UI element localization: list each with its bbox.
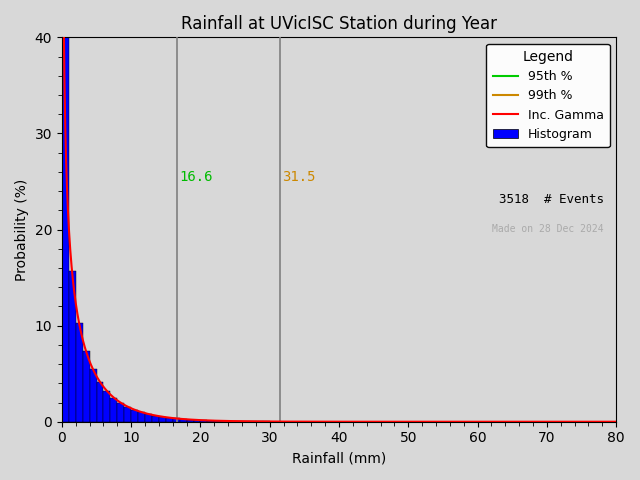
Text: Made on 28 Dec 2024: Made on 28 Dec 2024 — [492, 224, 604, 234]
Text: 31.5: 31.5 — [282, 170, 316, 184]
Bar — [200, 420, 207, 422]
Title: Rainfall at UVicISC Station during Year: Rainfall at UVicISC Station during Year — [181, 15, 497, 33]
Bar — [235, 421, 242, 422]
Bar — [228, 421, 235, 422]
Text: 16.6: 16.6 — [179, 170, 212, 184]
Bar — [111, 397, 117, 422]
Bar — [207, 420, 214, 422]
Inc. Gamma — [596, 419, 604, 425]
Inc. Gamma — [313, 419, 321, 424]
Bar — [193, 420, 200, 422]
Bar — [166, 418, 173, 422]
Text: 3518  # Events: 3518 # Events — [499, 193, 604, 206]
Bar — [159, 417, 166, 422]
Line: Inc. Gamma: Inc. Gamma — [62, 0, 616, 422]
Bar — [124, 407, 131, 422]
Bar — [152, 416, 159, 422]
Legend: 95th %, 99th %, Inc. Gamma, Histogram: 95th %, 99th %, Inc. Gamma, Histogram — [486, 44, 610, 147]
X-axis label: Rainfall (mm): Rainfall (mm) — [292, 451, 386, 465]
Inc. Gamma — [612, 419, 620, 425]
Bar — [145, 414, 152, 422]
Bar — [138, 412, 145, 422]
Inc. Gamma — [596, 419, 604, 425]
Bar — [187, 420, 193, 422]
Bar — [97, 382, 104, 422]
Bar — [180, 419, 187, 422]
Bar — [131, 410, 138, 422]
Y-axis label: Probability (%): Probability (%) — [15, 179, 29, 281]
Bar — [214, 421, 221, 422]
Inc. Gamma — [328, 419, 335, 425]
Bar — [76, 323, 83, 422]
Bar — [62, 24, 69, 422]
Bar — [69, 271, 76, 422]
Inc. Gamma — [495, 419, 502, 425]
Bar — [104, 391, 111, 422]
Bar — [221, 421, 228, 422]
Bar — [83, 351, 90, 422]
Bar — [90, 369, 97, 422]
Bar — [173, 419, 180, 422]
Bar — [117, 403, 124, 422]
Inc. Gamma — [86, 360, 94, 366]
